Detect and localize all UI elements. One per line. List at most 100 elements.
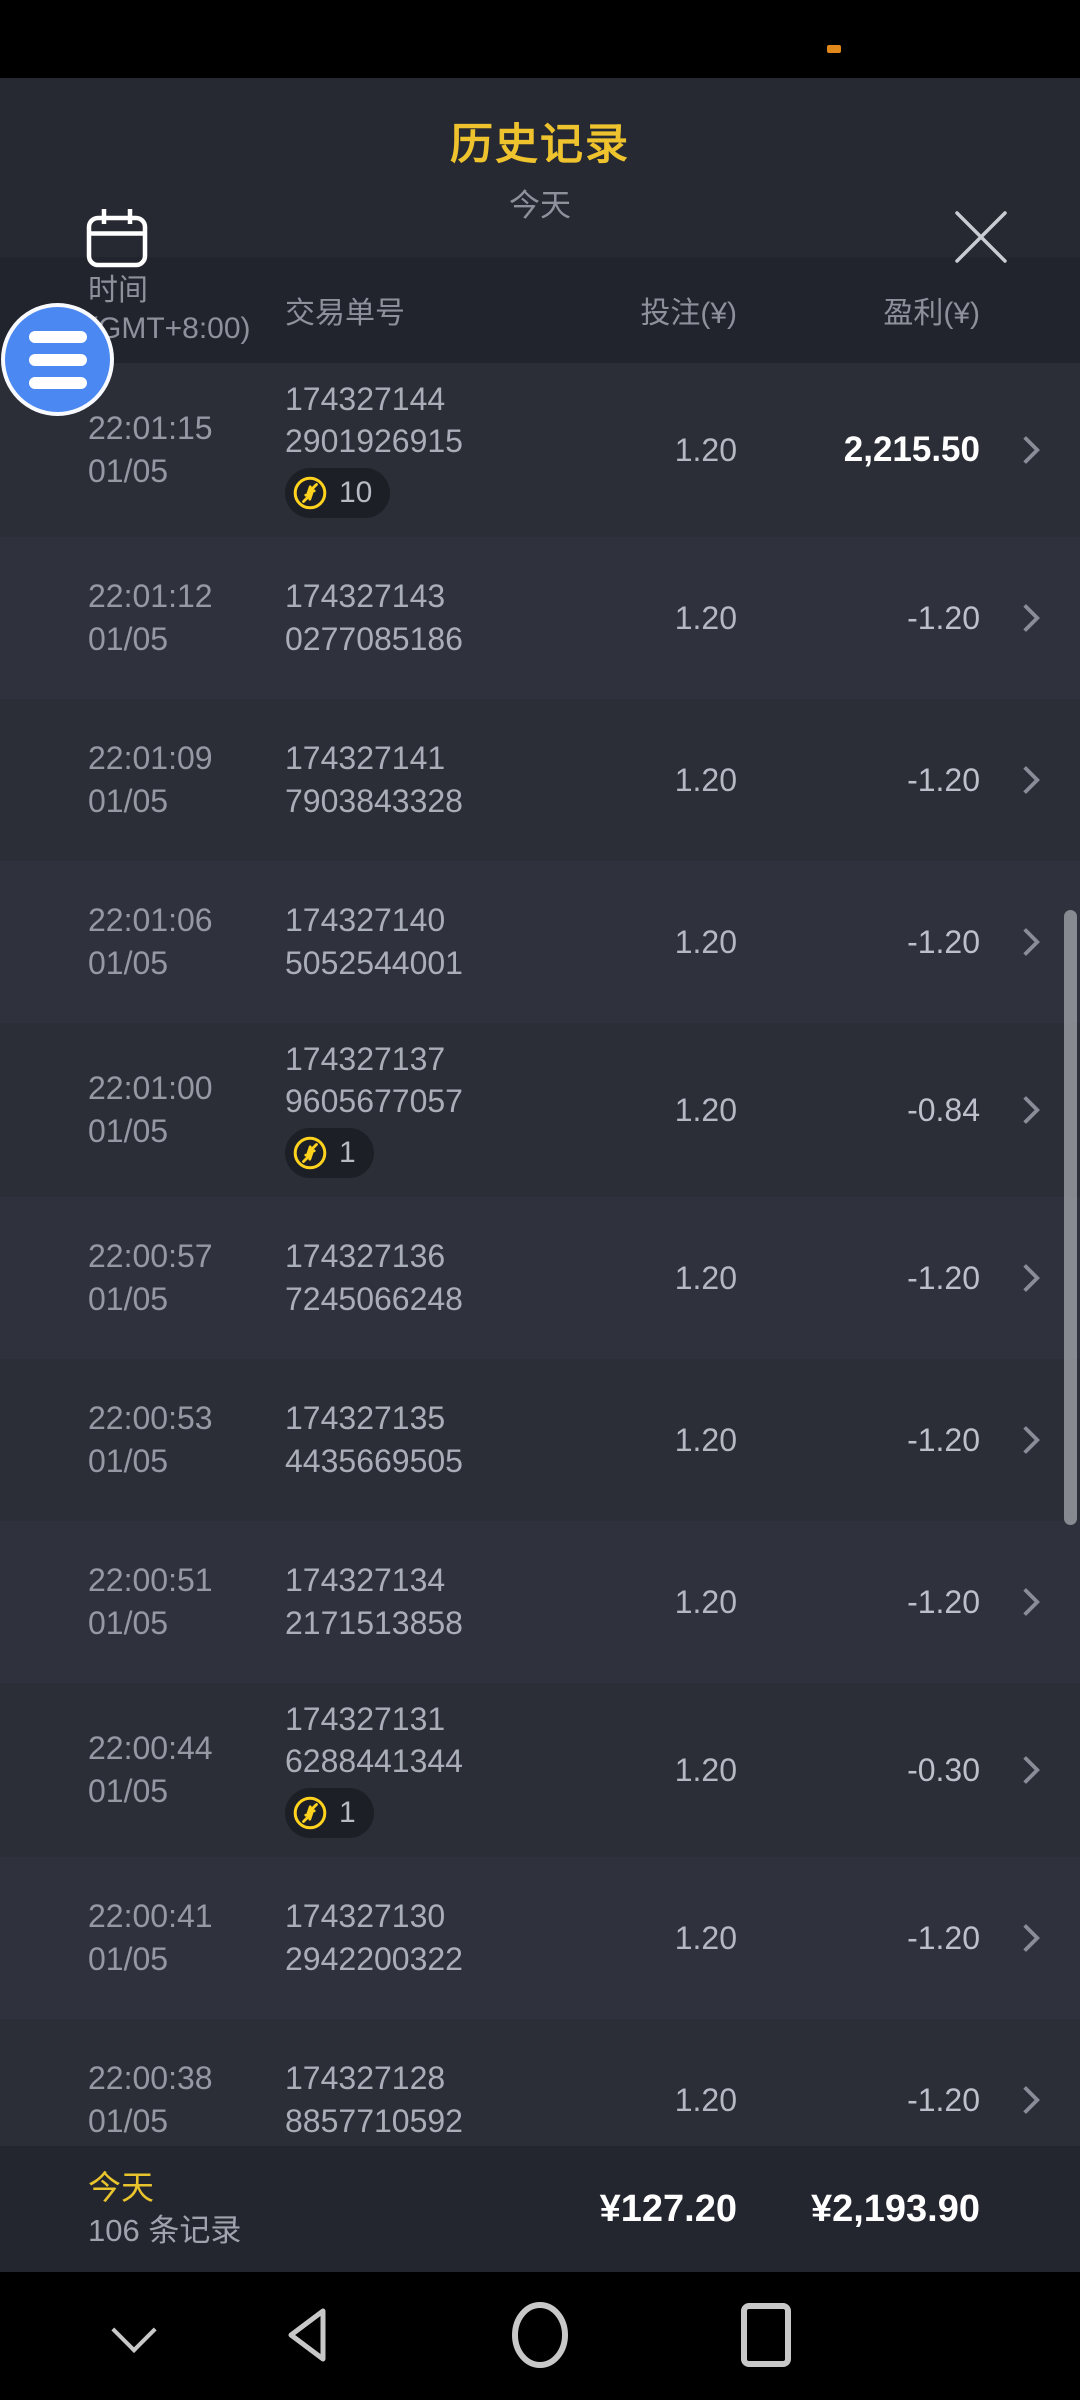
- chevron-right-icon: [1011, 435, 1041, 465]
- row-profit: -1.20: [907, 1259, 980, 1296]
- summary-profit-total: ¥2,193.90: [810, 2187, 980, 2230]
- summary-record-count: 106 条记录: [88, 2213, 242, 2249]
- chevron-right-icon: [1011, 927, 1041, 957]
- row-order-number: 174327136 7245066248: [285, 1238, 463, 1317]
- row-order-number: 174327141 7903843328: [285, 740, 463, 819]
- summary-today-label: 今天: [88, 2168, 154, 2206]
- converging-arrows-icon: [293, 1796, 327, 1830]
- row-time: 22:00:51 01/05: [88, 1562, 213, 1641]
- hamburger-menu-icon: [28, 330, 87, 389]
- row-order-number: 174327135 4435669505: [285, 1400, 463, 1479]
- row-time: 22:01:00 01/05: [88, 1070, 213, 1149]
- table-row[interactable]: 22:00:44 01/05 174327131 6288441344 1 1.…: [0, 1683, 1080, 1857]
- table-row[interactable]: 22:00:57 01/05 174327136 7245066248 1.20…: [0, 1197, 1080, 1359]
- row-bet: 1.20: [674, 599, 737, 636]
- app-header: 历史记录 今天: [0, 78, 1080, 268]
- round-count-badge: 1: [285, 1787, 374, 1838]
- chevron-right-icon: [1011, 1425, 1041, 1455]
- column-header-profit: 盈利(¥): [883, 297, 980, 330]
- home-circle-icon: [509, 2300, 571, 2373]
- row-order-number: 174327137 9605677057 1: [285, 1038, 550, 1183]
- row-profit: -1.20: [907, 923, 980, 960]
- row-bet: 1.20: [674, 1583, 737, 1620]
- row-order-number: 174327140 5052544001: [285, 902, 463, 981]
- row-order-number: 174327143 0277085186: [285, 578, 463, 657]
- row-bet: 1.20: [674, 1751, 737, 1788]
- table-row[interactable]: 22:00:41 01/05 174327130 2942200322 1.20…: [0, 1857, 1080, 2019]
- row-profit: -1.20: [907, 1421, 980, 1458]
- date-subtitle: 今天: [509, 188, 571, 223]
- close-button[interactable]: [952, 208, 1010, 269]
- calendar-button[interactable]: [84, 206, 150, 273]
- row-profit: -1.20: [907, 599, 980, 636]
- row-time: 22:01:09 01/05: [88, 740, 213, 819]
- row-profit: -0.30: [907, 1751, 980, 1788]
- scrollbar-thumb[interactable]: [1064, 910, 1077, 1525]
- row-profit: -1.20: [907, 761, 980, 798]
- row-time: 22:01:12 01/05: [88, 578, 213, 657]
- row-order-number: 174327130 2942200322: [285, 1898, 463, 1977]
- row-bet: 1.20: [674, 2081, 737, 2118]
- table-row[interactable]: 22:01:12 01/05 174327143 0277085186 1.20…: [0, 537, 1080, 699]
- chevron-right-icon: [1011, 765, 1041, 795]
- row-time: 22:00:44 01/05: [88, 1730, 213, 1809]
- table-row[interactable]: 22:01:09 01/05 174327141 7903843328 1.20…: [0, 699, 1080, 861]
- row-profit: -1.20: [907, 2081, 980, 2118]
- chevron-down-icon: [111, 2307, 157, 2353]
- chevron-right-icon: [1011, 1095, 1041, 1125]
- row-bet: 1.20: [674, 923, 737, 960]
- chevron-right-icon: [1011, 1755, 1041, 1785]
- column-header-order: 交易单号: [285, 297, 405, 330]
- column-header-time: 时间 (GMT+8:00): [88, 273, 251, 345]
- row-profit: 2,215.50: [843, 429, 980, 469]
- history-list: 22:01:15 01/05 174327144 2901926915 10 1…: [0, 363, 1080, 2146]
- status-bar: [0, 0, 1080, 78]
- row-time: 22:00:53 01/05: [88, 1400, 213, 1479]
- row-time: 22:00:38 01/05: [88, 2060, 213, 2139]
- row-time: 22:01:06 01/05: [88, 902, 213, 981]
- table-row[interactable]: 22:00:53 01/05 174327135 4435669505 1.20…: [0, 1359, 1080, 1521]
- chevron-right-icon: [1011, 1923, 1041, 1953]
- floating-menu-button[interactable]: [1, 303, 114, 416]
- row-bet: 1.20: [674, 1259, 737, 1296]
- summary-bet-total: ¥127.20: [599, 2187, 737, 2230]
- notification-indicator-icon: [827, 45, 841, 53]
- row-profit: -1.20: [907, 1583, 980, 1620]
- nav-recents-button[interactable]: [724, 2272, 808, 2400]
- table-row[interactable]: 22:01:06 01/05 174327140 5052544001 1.20…: [0, 861, 1080, 1023]
- table-row[interactable]: 22:00:38 01/05 174327128 8857710592 1.20…: [0, 2019, 1080, 2146]
- table-row[interactable]: 22:00:51 01/05 174327134 2171513858 1.20…: [0, 1521, 1080, 1683]
- chevron-right-icon: [1011, 1587, 1041, 1617]
- chevron-right-icon: [1011, 603, 1041, 633]
- row-time: 22:01:15 01/05: [88, 410, 213, 489]
- chevron-right-icon: [1011, 2085, 1041, 2115]
- row-bet: 1.20: [674, 431, 737, 468]
- calendar-icon: [84, 209, 150, 273]
- row-order-number: 174327131 6288441344 1: [285, 1698, 550, 1843]
- converging-arrows-icon: [293, 1136, 327, 1170]
- table-row[interactable]: 22:01:15 01/05 174327144 2901926915 10 1…: [0, 363, 1080, 537]
- row-bet: 1.20: [674, 1919, 737, 1956]
- row-profit: -1.20: [907, 1919, 980, 1956]
- row-bet: 1.20: [674, 1091, 737, 1128]
- round-count-badge: 1: [285, 1127, 374, 1178]
- close-icon: [952, 211, 1010, 269]
- row-order-number: 174327134 2171513858: [285, 1562, 463, 1641]
- nav-back-button[interactable]: [265, 2272, 349, 2400]
- summary-bar: 今天 106 条记录 ¥127.20 ¥2,193.90: [0, 2146, 1080, 2272]
- row-order-number: 174327144 2901926915 10: [285, 378, 550, 523]
- table-row[interactable]: 22:01:00 01/05 174327137 9605677057 1 1.…: [0, 1023, 1080, 1197]
- row-profit: -0.84: [907, 1091, 980, 1128]
- row-order-number: 174327128 8857710592: [285, 2060, 463, 2139]
- back-triangle-icon: [281, 2305, 333, 2368]
- round-count-badge: 10: [285, 467, 391, 518]
- summary-label: 今天 106 条记录: [88, 2166, 550, 2252]
- page-title: 历史记录: [450, 121, 630, 169]
- row-bet: 1.20: [674, 1421, 737, 1458]
- nav-home-button[interactable]: [498, 2272, 582, 2400]
- column-header-bet: 投注(¥): [640, 297, 737, 330]
- recents-square-icon: [739, 2302, 793, 2371]
- nav-hide-button[interactable]: [92, 2272, 176, 2400]
- android-nav-bar: [0, 2272, 1080, 2400]
